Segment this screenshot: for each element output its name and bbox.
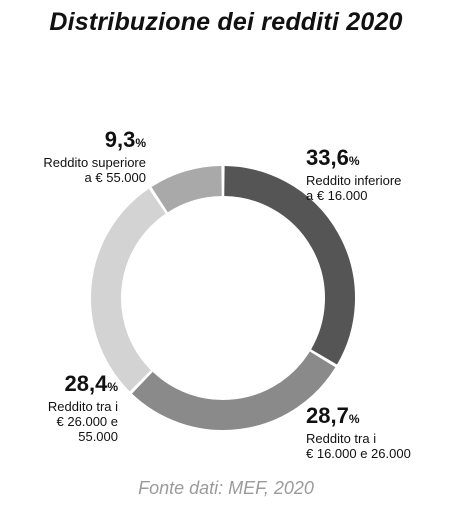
slice-reddito-16-26 — [132, 351, 336, 430]
label-reddito-16-26: 28,7% Reddito tra i € 16.000 e 26.000 — [306, 403, 411, 462]
source-note: Fonte dati: MEF, 2020 — [138, 478, 314, 498]
slice-reddito-inferiore — [223, 166, 355, 365]
label-reddito-26-55: 28,4% Reddito tra i € 26.000 e 55.000 — [47, 371, 118, 445]
label-reddito-superiore: 9,3% Reddito superiore a € 55.000 — [43, 127, 146, 186]
label-reddito-inferiore: 33,6% Reddito inferiore a € 16.000 — [306, 145, 402, 204]
value-label-reddito-inferiore: 33,6 — [306, 145, 349, 170]
value-label-reddito-26-55: 28,4 — [64, 371, 108, 396]
slice-reddito-superiore — [151, 166, 223, 213]
slice-reddito-26-55 — [91, 188, 167, 392]
chart-title: Distribuzione dei redditi 2020 — [49, 8, 403, 36]
value-label-reddito-16-26: 28,7 — [306, 403, 349, 428]
value-label-reddito-superiore: 9,3 — [104, 127, 136, 152]
